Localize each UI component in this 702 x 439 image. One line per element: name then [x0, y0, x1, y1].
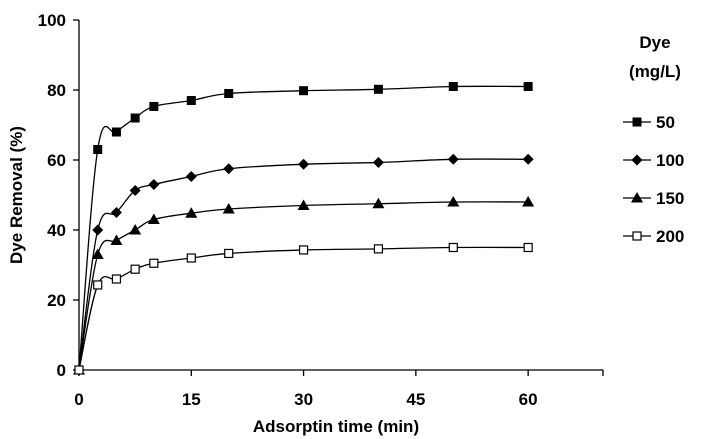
legend-label-200: 200 — [656, 227, 684, 246]
series-line-200 — [78, 246, 529, 371]
legend-marker-200 — [632, 231, 642, 241]
y-tick-label: 20 — [47, 291, 66, 310]
data-point-200 — [149, 258, 159, 268]
y-tick-label: 60 — [47, 151, 66, 170]
data-point-200 — [224, 248, 234, 259]
legend-marker-50 — [632, 117, 642, 127]
data-point-100 — [129, 184, 141, 196]
series-100 — [73, 153, 534, 376]
series-group — [73, 82, 535, 376]
legend-label-50: 50 — [656, 113, 675, 132]
y-tick-label: 80 — [47, 81, 66, 100]
data-point-100 — [298, 158, 310, 170]
legend-marker-150 — [631, 192, 643, 203]
legend-item-100: 100 — [623, 151, 684, 170]
data-point-200 — [373, 244, 384, 254]
x-axis-title: Adsorptin time (min) — [253, 417, 419, 436]
series-150 — [73, 196, 535, 375]
legend-title-line-2: (mg/L) — [629, 62, 681, 81]
x-tick-label: 30 — [294, 390, 313, 409]
y-tick-label: 40 — [47, 221, 66, 240]
data-point-150 — [110, 234, 123, 245]
data-point-200 — [93, 280, 103, 290]
legend-label-150: 150 — [656, 189, 684, 208]
y-tick-label: 100 — [38, 11, 66, 30]
data-point-100 — [522, 153, 534, 165]
legend-title-line-1: Dye — [639, 33, 670, 52]
data-point-200 — [298, 245, 309, 255]
data-point-50 — [299, 86, 309, 96]
series-line-50 — [78, 85, 529, 371]
x-tick-label: 60 — [519, 390, 538, 409]
x-tick-label: 15 — [182, 390, 201, 409]
series-line-150 — [78, 201, 529, 371]
data-point-50 — [523, 82, 533, 91]
data-point-150 — [185, 207, 198, 218]
data-point-100 — [92, 224, 104, 236]
data-point-50 — [111, 127, 121, 137]
data-point-100 — [110, 207, 122, 218]
data-point-50 — [149, 101, 159, 111]
legend-label-100: 100 — [656, 151, 684, 170]
data-point-150 — [129, 224, 142, 235]
data-point-100 — [223, 163, 235, 175]
x-tick-label: 45 — [406, 390, 425, 409]
data-point-50 — [130, 113, 140, 123]
data-point-100 — [148, 179, 160, 190]
data-point-200 — [186, 253, 196, 263]
data-point-150 — [222, 203, 235, 214]
series-200 — [74, 242, 533, 375]
data-point-150 — [447, 196, 460, 207]
data-point-150 — [372, 197, 385, 209]
ticks: 0 20 40 60 80 100 0 15 30 45 60 — [38, 11, 604, 409]
y-tick-label: 0 — [57, 361, 66, 380]
data-point-150 — [522, 196, 535, 207]
data-point-100 — [185, 170, 197, 182]
series-50 — [74, 82, 533, 375]
data-point-50 — [448, 82, 458, 91]
y-axis-title: Dye Removal (%) — [7, 126, 26, 264]
legend-marker-100 — [631, 154, 643, 166]
axes — [78, 20, 603, 371]
data-point-150 — [297, 199, 310, 210]
data-point-50 — [224, 89, 234, 98]
legend-item-50: 50 — [623, 113, 675, 132]
data-point-150 — [147, 213, 160, 224]
legend-item-150: 150 — [623, 189, 684, 208]
data-point-150 — [91, 248, 104, 259]
data-point-200 — [111, 274, 122, 284]
data-point-200 — [74, 365, 84, 375]
data-point-200 — [448, 242, 458, 253]
data-point-50 — [93, 145, 103, 154]
data-point-200 — [130, 264, 140, 274]
legend: Dye (mg/L) 50 100 150 200 — [623, 33, 684, 246]
legend-item-200: 200 — [623, 227, 684, 246]
data-point-100 — [447, 153, 459, 165]
data-point-100 — [372, 156, 384, 168]
data-point-200 — [523, 242, 533, 253]
legend-items: 50 100 150 200 — [623, 113, 684, 246]
data-point-50 — [186, 96, 196, 105]
x-tick-label: 0 — [74, 390, 83, 409]
data-point-50 — [373, 84, 383, 94]
